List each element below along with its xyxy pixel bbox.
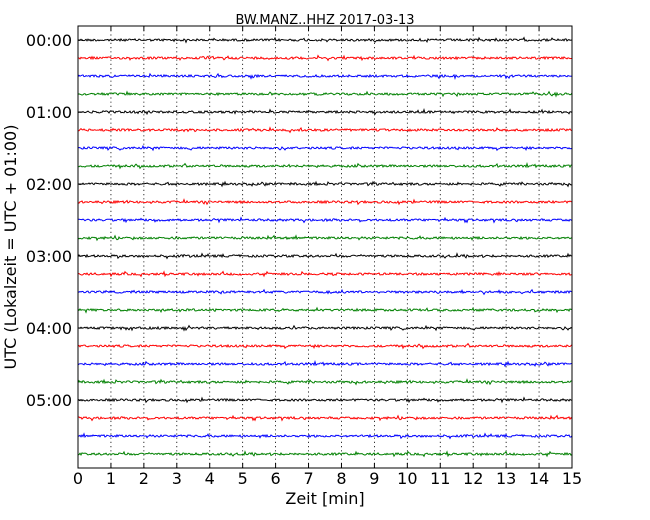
axis-ticks: 0 1 2 3 4 5 6 7 8 9 10 11 12 13 14 1500:0001:0002:0003:… <box>26 26 582 488</box>
seismic-trace <box>77 198 573 206</box>
seismic-trace <box>77 126 573 134</box>
x-tick-label: 4 <box>205 469 215 488</box>
x-tick-label: 6 <box>271 469 281 488</box>
seismic-trace <box>77 216 573 224</box>
x-tick-label: 0 <box>73 469 83 488</box>
x-tick-label: 5 <box>238 469 248 488</box>
y-axis-label: UTC (Lokalzeit = UTC + 01:00) <box>1 125 20 370</box>
seismic-trace <box>77 432 573 440</box>
x-axis-label: Zeit [min] <box>285 489 364 508</box>
seismic-trace <box>77 108 573 116</box>
x-tick-label: 10 <box>397 469 417 488</box>
seismic-trace <box>77 36 573 44</box>
seismic-trace <box>77 72 573 80</box>
x-tick-label: 1 <box>106 469 116 488</box>
chart-title: BW.MANZ..HHZ 2017-03-13 <box>235 13 414 28</box>
x-tick-label: 3 <box>172 469 182 488</box>
y-tick-label: 00:00 <box>26 31 72 50</box>
seismic-trace <box>77 161 573 170</box>
seismic-trace <box>77 54 573 62</box>
y-tick-label: 02:00 <box>26 175 72 194</box>
seismic-trace <box>77 342 573 350</box>
x-tick-label: 15 <box>562 469 582 488</box>
x-tick-label: 12 <box>463 469 483 488</box>
seismic-trace <box>77 144 573 152</box>
seismic-trace <box>77 306 573 314</box>
seismic-trace <box>77 270 573 278</box>
x-tick-label: 7 <box>303 469 313 488</box>
y-tick-label: 01:00 <box>26 103 72 122</box>
seismic-trace <box>77 252 573 260</box>
x-tick-label: 11 <box>430 469 450 488</box>
y-tick-label: 05:00 <box>26 391 72 410</box>
seismic-traces <box>77 36 573 458</box>
seismic-trace <box>77 359 573 368</box>
y-tick-label: 03:00 <box>26 247 72 266</box>
seismic-trace <box>77 450 573 458</box>
seismic-trace <box>77 90 573 98</box>
x-tick-label: 9 <box>369 469 379 488</box>
x-tick-label: 14 <box>529 469 549 488</box>
x-tick-label: 13 <box>496 469 516 488</box>
seismic-trace <box>77 180 573 188</box>
seismic-trace <box>77 414 573 422</box>
y-tick-label: 04:00 <box>26 319 72 338</box>
seismic-trace <box>77 324 573 332</box>
seismic-trace <box>77 288 573 296</box>
seismic-trace <box>77 234 573 242</box>
seismic-trace <box>77 378 573 386</box>
plot-frame <box>77 25 573 469</box>
x-tick-label: 8 <box>336 469 346 488</box>
seismic-trace <box>77 396 573 404</box>
x-tick-label: 2 <box>139 469 149 488</box>
